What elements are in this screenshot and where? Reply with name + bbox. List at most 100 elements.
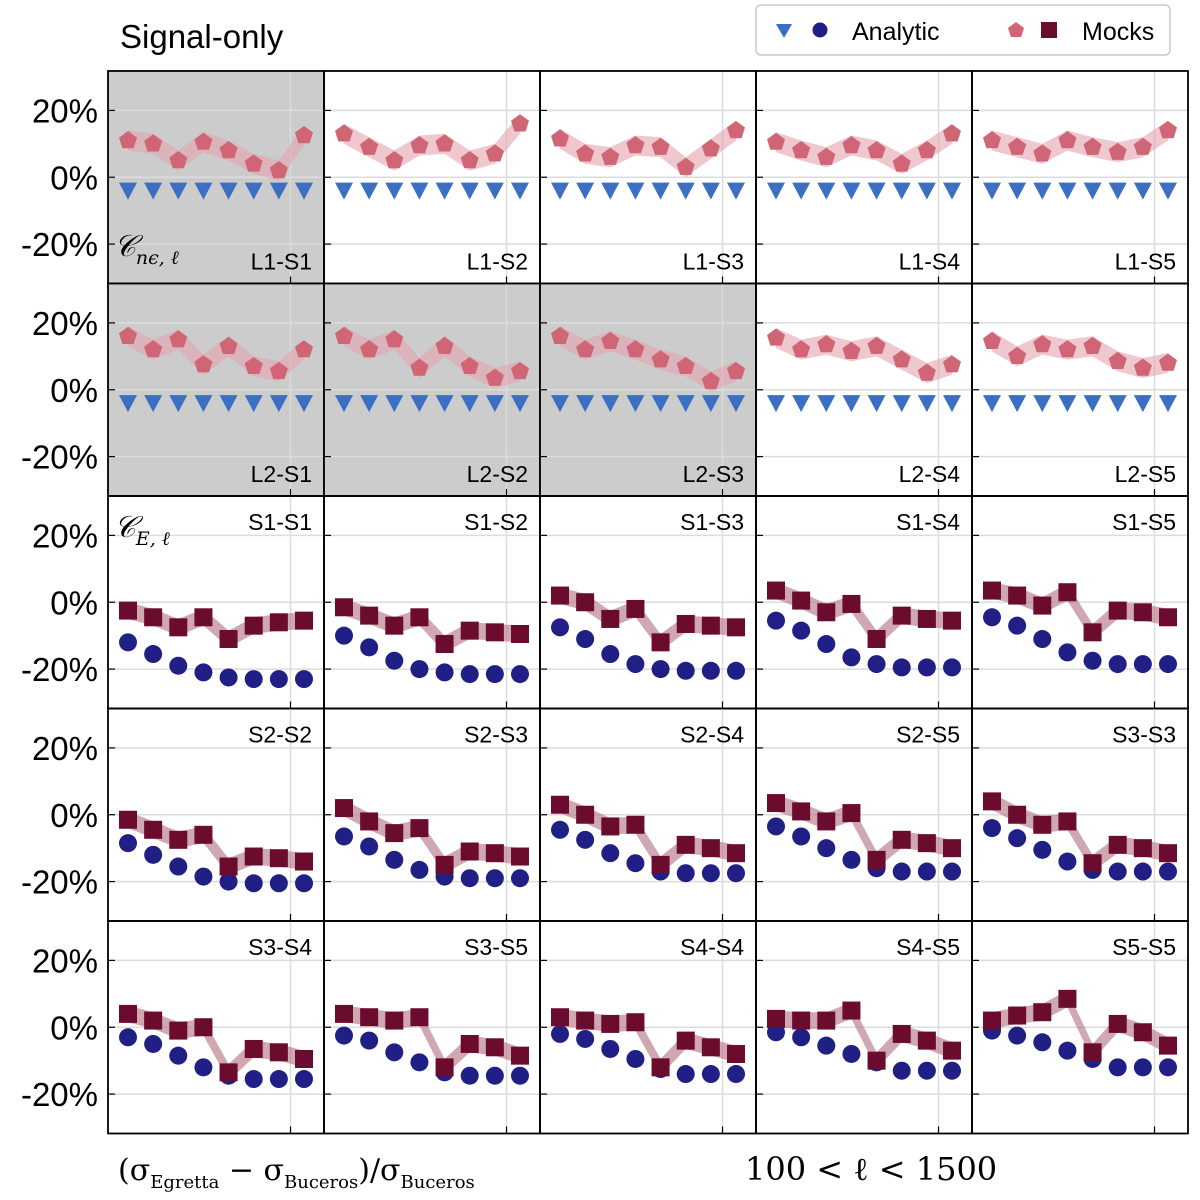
y-tick-label: 20% (32, 305, 98, 342)
mocks-error-band (560, 587, 736, 651)
mocks-pentagon-marker (576, 144, 595, 162)
mocks-pentagon-marker (219, 336, 238, 354)
analytic-triangle-marker (460, 395, 479, 413)
mocks-pentagon-marker (792, 340, 811, 358)
analytic-triangle-marker (892, 182, 911, 200)
mocks-pentagon-marker (917, 363, 936, 381)
mocks-pentagon-marker (194, 132, 213, 150)
panel-label: L2-S1 (251, 461, 312, 487)
mocks-square-marker (867, 850, 886, 869)
analytic-triangle-marker (169, 395, 188, 413)
panel-s4-s4: S4-S4 (539, 920, 757, 1135)
analytic-circle-marker (460, 1066, 479, 1085)
mocks-square-marker (1058, 812, 1077, 831)
analytic-circle-marker (626, 1049, 645, 1068)
analytic-triangle-marker (269, 182, 288, 200)
analytic-triangle-marker (435, 395, 454, 413)
mocks-pentagon-marker (867, 141, 886, 159)
analytic-circle-marker (1159, 1058, 1177, 1077)
mocks-square-marker (219, 630, 238, 649)
panel-label: L1-S5 (1115, 249, 1176, 275)
mocks-pentagon-marker (385, 330, 404, 348)
panel-label: L2-S2 (467, 461, 528, 487)
analytic-circle-marker (917, 658, 936, 677)
mocks-square-marker (601, 1014, 620, 1033)
panel-s1-s3: S1-S3 (539, 495, 757, 710)
mocks-square-marker (460, 1034, 479, 1053)
analytic-triangle-marker (601, 182, 620, 200)
panel-l2-s3: L2-S3 (539, 282, 757, 497)
mocks-square-marker (917, 834, 936, 853)
mocks-square-marker (485, 1038, 504, 1057)
analytic-circle-marker (1159, 655, 1177, 674)
analytic-circle-marker (385, 1043, 404, 1062)
mocks-pentagon-marker (867, 336, 886, 354)
mocks-square-marker (144, 820, 163, 839)
analytic-circle-marker (460, 869, 479, 888)
mocks-error-band (344, 799, 520, 874)
mocks-square-marker (194, 608, 213, 627)
mocks-square-marker (244, 1039, 263, 1058)
mocks-square-marker (385, 1011, 404, 1030)
xlabel-close: )/σ (358, 1153, 400, 1188)
analytic-triangle-marker (335, 182, 353, 200)
analytic-triangle-marker (1033, 395, 1052, 413)
mocks-pentagon-marker (892, 350, 911, 368)
analytic-triangle-marker (1108, 395, 1127, 413)
mocks-pentagon-marker (169, 330, 188, 348)
y-tick-label: 20% (32, 517, 98, 554)
mocks-pentagon-marker (410, 358, 429, 376)
mocks-square-marker (892, 1024, 911, 1043)
mocks-square-marker (1008, 805, 1027, 824)
analytic-circle-marker (767, 611, 785, 630)
legend-analytic-triangle-icon (776, 24, 792, 38)
mocks-square-marker (335, 1004, 353, 1023)
analytic-triangle-marker (1133, 182, 1152, 200)
panel-label: L2-S3 (683, 461, 744, 487)
analytic-triangle-marker (485, 182, 504, 200)
analytic-triangle-marker (817, 182, 836, 200)
xlabel-sub3: Buceros (401, 1172, 475, 1193)
mocks-pentagon-marker (335, 124, 353, 142)
mocks-square-marker (892, 606, 911, 625)
analytic-circle-marker (892, 1061, 911, 1080)
analytic-circle-marker (767, 817, 785, 836)
legend: Analytic Mocks (755, 4, 1171, 56)
mocks-pentagon-marker (917, 141, 936, 159)
analytic-circle-marker (917, 862, 936, 881)
analytic-circle-marker (1108, 1058, 1127, 1077)
mocks-pentagon-marker (1159, 353, 1177, 371)
mocks-square-marker (917, 609, 936, 628)
analytic-circle-marker (892, 658, 911, 677)
panel-label: L2-S4 (899, 461, 961, 487)
analytic-triangle-marker (601, 395, 620, 413)
analytic-circle-marker (119, 834, 137, 853)
mocks-square-marker (1058, 989, 1077, 1008)
mocks-square-marker (144, 608, 163, 627)
analytic-triangle-marker (727, 182, 745, 200)
analytic-circle-marker (269, 670, 288, 689)
analytic-circle-marker (917, 1061, 936, 1080)
mocks-square-marker (817, 1011, 836, 1030)
panel-s1-s5: S1-S5 (971, 495, 1189, 710)
analytic-circle-marker (1058, 852, 1077, 871)
analytic-triangle-marker (410, 182, 429, 200)
analytic-circle-marker (385, 651, 404, 670)
analytic-circle-marker (676, 1065, 695, 1084)
mocks-pentagon-marker (601, 331, 620, 349)
x-label-right: 100 < ℓ < 1500 (745, 1150, 997, 1188)
mocks-pentagon-marker (295, 340, 313, 358)
mocks-square-marker (892, 830, 911, 849)
analytic-circle-marker (842, 850, 861, 869)
analytic-triangle-marker (194, 182, 213, 200)
analytic-circle-marker (792, 1028, 811, 1047)
mocks-square-marker (295, 1049, 313, 1068)
panel-s5-s5: S5-S5 (971, 920, 1189, 1135)
analytic-circle-marker (119, 1028, 137, 1047)
analytic-circle-marker (817, 839, 836, 858)
analytic-triangle-marker (360, 182, 379, 200)
analytic-triangle-marker (269, 395, 288, 413)
panel-label: L1-S1 (251, 249, 312, 275)
panel-label: S1-S1 (248, 509, 312, 535)
